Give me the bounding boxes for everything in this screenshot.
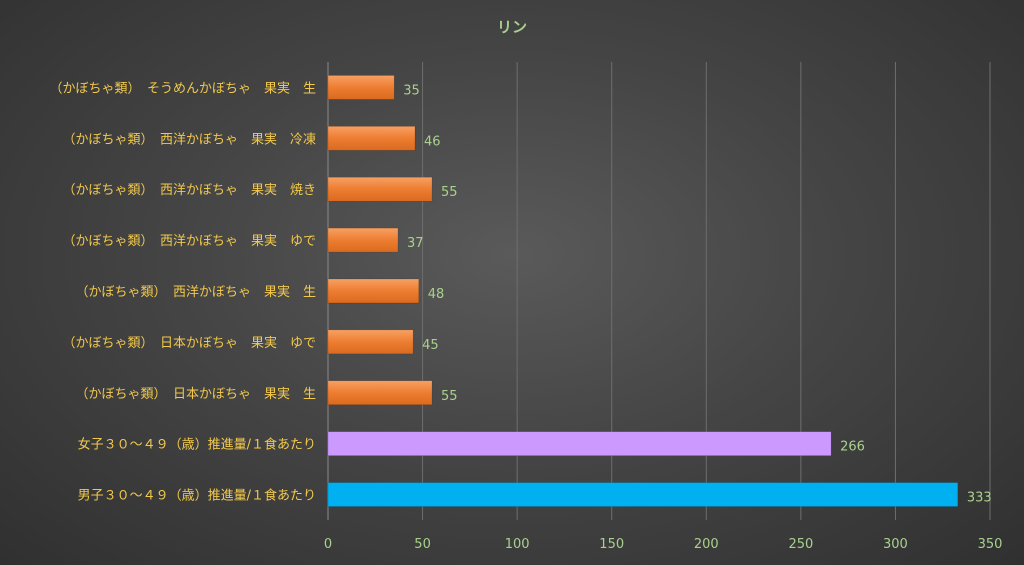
data-label: 45: [422, 338, 439, 353]
data-label: 266: [840, 440, 865, 455]
data-label: 37: [407, 236, 424, 251]
bar: [327, 329, 414, 355]
x-tick-label: 350: [978, 537, 1003, 552]
category-labels: （かぼちゃ類） そうめんかぼちゃ 果実 生 （かぼちゃ類） 西洋かぼちゃ 果実 冷…: [49, 80, 316, 503]
bar: [327, 176, 433, 202]
bar: [327, 380, 433, 406]
data-label: 46: [424, 134, 441, 149]
x-tick-label: 250: [788, 537, 813, 552]
category-label: （かぼちゃ類） 西洋かぼちゃ 果実 冷凍: [62, 131, 316, 147]
x-tick-label: 0: [324, 537, 332, 552]
data-label: 35: [403, 83, 420, 98]
x-tick-label: 150: [599, 537, 624, 552]
x-axis-ticks: 0 50 100 150 200 250 300 350: [324, 537, 1003, 552]
data-label: 48: [428, 287, 445, 302]
data-label: 55: [441, 389, 458, 404]
category-label: 女子３０～４９（歳）推進量/１食あたり: [78, 437, 316, 453]
bar: [327, 75, 395, 100]
bar: [327, 278, 420, 304]
chart-title: リン: [497, 18, 527, 36]
x-tick-label: 300: [883, 537, 908, 552]
bar: [327, 431, 832, 456]
data-labels: 35 46 55 37 48 45 55 266 333: [403, 83, 991, 505]
bar: [327, 227, 399, 253]
category-label: （かぼちゃ類） そうめんかぼちゃ 果実 生: [49, 80, 316, 96]
gridlines: [327, 62, 991, 520]
x-tick-label: 100: [505, 537, 530, 552]
data-label: 55: [441, 185, 458, 200]
bar: [327, 126, 416, 151]
bars: [327, 75, 959, 507]
data-label: 333: [967, 491, 992, 506]
category-label: （かぼちゃ類） 西洋かぼちゃ 果実 ゆで: [62, 233, 316, 249]
category-label: （かぼちゃ類） 西洋かぼちゃ 果実 焼き: [62, 182, 316, 198]
x-tick-label: 50: [414, 537, 431, 552]
category-label: （かぼちゃ類） 日本かぼちゃ 果実 生: [75, 386, 316, 402]
category-label: （かぼちゃ類） 西洋かぼちゃ 果実 生: [75, 284, 316, 300]
x-tick-label: 200: [694, 537, 719, 552]
bar: [327, 482, 959, 507]
category-label: （かぼちゃ類） 日本かぼちゃ 果実 ゆで: [62, 335, 316, 351]
category-label: 男子３０～４９（歳）推進量/１食あたり: [78, 488, 316, 504]
